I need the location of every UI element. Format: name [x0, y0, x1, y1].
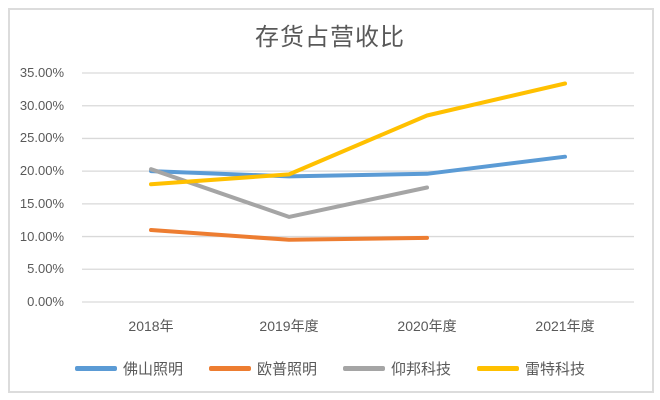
series-line-1 [149, 228, 429, 242]
x-tick-label: 2019年度 [259, 318, 319, 334]
y-tick-label: 5.00% [27, 261, 64, 277]
x-tick-label: 2021年度 [535, 318, 595, 334]
legend-item-1: 欧普照明 [208, 358, 317, 379]
y-tick-label: 35.00% [19, 65, 64, 80]
chart-frame [8, 8, 654, 393]
chart-title: 存货占营收比 [255, 24, 405, 51]
legend-item-2: 仰邦科技 [343, 358, 451, 379]
y-tick-label: 25.00% [19, 130, 64, 146]
legend-swatch-icon [208, 365, 251, 371]
series-line-0 [149, 154, 567, 179]
legend-item-3: 雷特科技 [477, 358, 585, 379]
legend-swatch-icon [74, 365, 117, 371]
x-tick-label: 2020年度 [397, 318, 457, 334]
legend-label: 佛山照明 [122, 360, 183, 378]
legend-swatch-icon [477, 365, 520, 371]
series-line-2 [149, 167, 429, 219]
y-tick-label: 0.00% [27, 294, 64, 309]
x-tick-label: 2018年 [128, 318, 174, 334]
y-tick-label: 30.00% [19, 97, 64, 113]
y-tick-label: 15.00% [19, 195, 64, 211]
y-axis: 0.00% 5.00% 10.00% 15.00% 20.00% 25.00% 30.00%… [0, 0, 64, 400]
y-tick-label: 20.00% [19, 163, 64, 179]
legend-label: 仰邦科技 [391, 360, 452, 378]
series-line-3 [149, 81, 567, 187]
legend-label: 雷特科技 [525, 360, 586, 378]
legend-label: 欧普照明 [256, 360, 317, 378]
legend-swatch-icon [343, 365, 385, 371]
y-tick-label: 10.00% [19, 228, 64, 244]
legend: 佛山照明 欧普照明 仰邦科技 雷特科技 [0, 355, 660, 381]
legend-item-0: 佛山照明 [74, 358, 183, 379]
